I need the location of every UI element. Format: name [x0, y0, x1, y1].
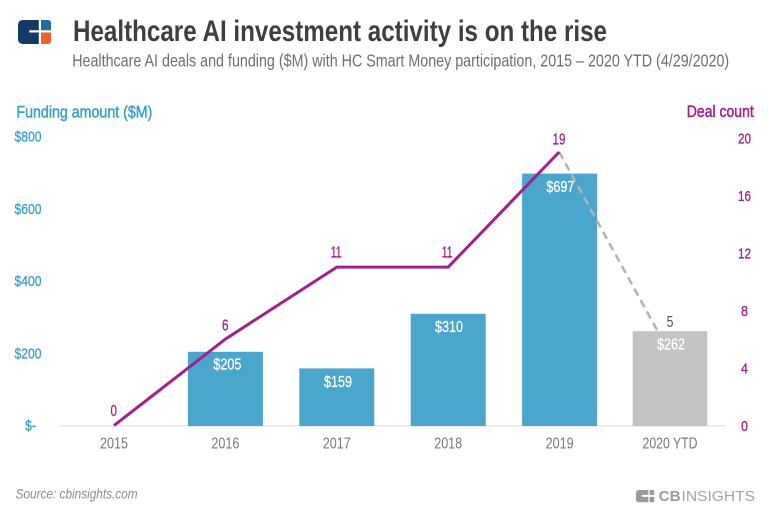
svg-text:2016: 2016 — [211, 436, 239, 453]
svg-text:Healthcare AI deals and fundin: Healthcare AI deals and funding ($M) wit… — [72, 51, 729, 71]
svg-text:5: 5 — [667, 314, 674, 331]
svg-text:16: 16 — [738, 188, 751, 205]
svg-text:2017: 2017 — [323, 436, 351, 453]
svg-text:$200: $200 — [15, 345, 42, 362]
svg-text:CB: CB — [659, 489, 681, 505]
svg-text:19: 19 — [553, 131, 566, 148]
svg-text:$-: $- — [25, 418, 36, 435]
svg-text:11: 11 — [442, 245, 453, 262]
svg-text:11: 11 — [331, 245, 342, 262]
svg-text:$159: $159 — [324, 374, 352, 391]
svg-text:8: 8 — [741, 303, 748, 320]
svg-text:Funding amount ($M): Funding amount ($M) — [16, 102, 152, 121]
svg-text:2020 YTD: 2020 YTD — [643, 436, 698, 453]
svg-text:2019: 2019 — [546, 436, 574, 453]
svg-text:$800: $800 — [15, 129, 42, 146]
svg-text:$400: $400 — [15, 273, 42, 290]
svg-text:$262: $262 — [657, 336, 685, 353]
svg-text:INSIGHTS: INSIGHTS — [682, 489, 756, 505]
svg-text:Healthcare AI investment activ: Healthcare AI investment activity is on … — [73, 15, 607, 48]
svg-text:$600: $600 — [15, 201, 42, 218]
svg-text:0: 0 — [741, 418, 748, 435]
svg-text:Source: cbinsights.com: Source: cbinsights.com — [16, 486, 138, 502]
svg-text:4: 4 — [741, 361, 748, 378]
svg-text:2015: 2015 — [100, 436, 128, 453]
svg-text:$310: $310 — [435, 319, 463, 336]
svg-text:2018: 2018 — [434, 436, 462, 453]
svg-text:$697: $697 — [546, 179, 574, 196]
svg-text:12: 12 — [738, 246, 751, 263]
svg-text:20: 20 — [738, 131, 751, 148]
svg-text:Deal count: Deal count — [687, 102, 754, 121]
svg-text:$205: $205 — [213, 357, 241, 374]
svg-text:6: 6 — [222, 318, 229, 335]
svg-text:0: 0 — [110, 403, 117, 420]
